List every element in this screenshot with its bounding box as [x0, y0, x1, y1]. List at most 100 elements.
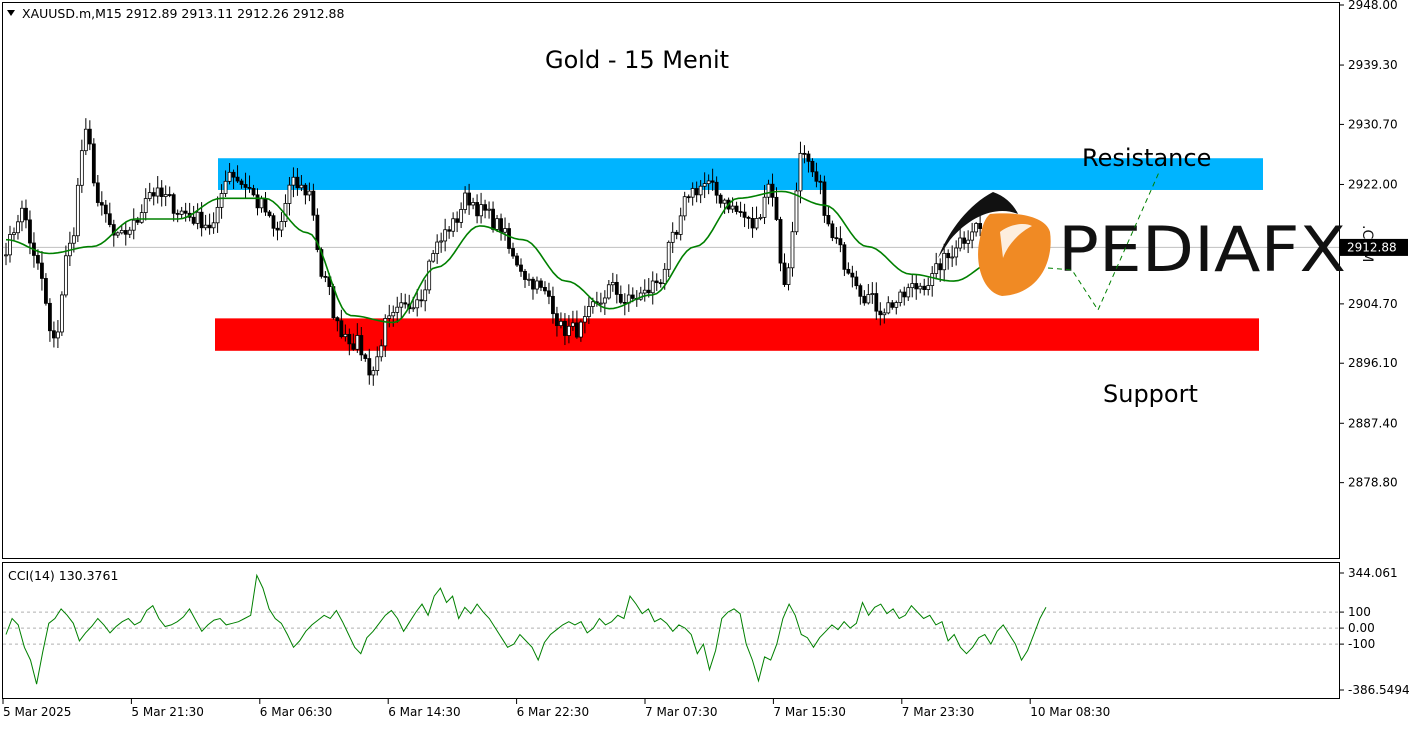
candle-body [930, 273, 935, 286]
candle-body [151, 192, 156, 197]
candle-body [291, 176, 296, 186]
price-tick-label: 2948.00 [1348, 0, 1398, 12]
candle-body [99, 202, 104, 206]
candle-body [590, 301, 595, 307]
candle-body [578, 321, 583, 338]
time-tick-label: 10 Mar 08:30 [1030, 705, 1110, 719]
candle-body [674, 231, 679, 235]
cci-axis: 344.061 100 0.00 -100 -386.5494 [1339, 566, 1410, 697]
candle-body [459, 209, 464, 223]
price-tick-label: 2939.30 [1348, 58, 1398, 72]
candle-body [147, 192, 152, 199]
candle-body [646, 289, 651, 294]
candle-body [107, 213, 112, 225]
candle-body [411, 307, 416, 310]
candle-body [539, 280, 543, 288]
candle-body [842, 244, 847, 270]
candle-body [215, 206, 220, 224]
candle-body [135, 219, 140, 223]
candle-body [199, 211, 204, 229]
candle-body [678, 215, 683, 235]
candle-body [63, 255, 68, 296]
candle-body [906, 287, 911, 298]
candle-body [435, 241, 440, 254]
candle-body [111, 224, 116, 236]
candle-body [686, 196, 691, 199]
candle-body [347, 333, 352, 345]
candle-body [319, 249, 324, 277]
candle-body [786, 267, 791, 285]
candle-body [95, 182, 100, 203]
candle-body [698, 185, 703, 196]
candle-body [355, 335, 360, 350]
candle-body [83, 128, 88, 152]
chart-title: Gold - 15 Menit [545, 46, 729, 74]
candle-body [379, 345, 384, 358]
candle-body [730, 205, 735, 210]
candle-body [179, 210, 184, 215]
candle-body [363, 354, 368, 359]
logo-leaf-shape [978, 213, 1051, 296]
pediafx-logo-icon [938, 192, 1051, 296]
projection-path [1047, 169, 1161, 312]
candle-body [483, 204, 487, 211]
candle-body [567, 325, 571, 336]
candle-body [826, 215, 831, 225]
candle-body [439, 240, 444, 243]
candle-body [423, 289, 428, 302]
candle-body [403, 302, 408, 305]
time-axis: 5 Mar 2025 5 Mar 21:30 6 Mar 06:30 6 Mar 14… [2, 699, 1110, 719]
candle-body [323, 275, 328, 278]
candle-body [143, 198, 148, 213]
candle-body [838, 238, 843, 246]
candle-body [167, 194, 172, 196]
candle-body [223, 180, 228, 194]
candle-body [163, 194, 168, 197]
candle-body [12, 232, 16, 235]
price-tick-label: 2930.70 [1348, 117, 1398, 131]
candle-body [115, 232, 120, 236]
time-tick-label: 5 Mar 2025 [3, 705, 71, 719]
cci-tick-label: -386.5494 [1348, 683, 1410, 697]
candle-body [455, 218, 460, 223]
candle-body [299, 184, 304, 189]
candle-body [754, 218, 759, 229]
candle-body [16, 221, 20, 234]
candle-body [447, 229, 452, 232]
candle-body [894, 302, 899, 308]
cci-line [5, 573, 1047, 685]
collapse-triangle-icon [7, 10, 15, 16]
cci-tick-label: 100 [1348, 605, 1371, 619]
candle-body [774, 196, 779, 220]
candle-body [866, 294, 871, 304]
candle-body [75, 184, 80, 237]
candle-body [710, 180, 715, 183]
candle-body [886, 302, 891, 314]
cci-indicator-panel [2, 562, 1340, 699]
candle-body [463, 192, 468, 210]
candle-body [339, 320, 344, 338]
price-tick-label: 2896.10 [1348, 356, 1398, 370]
candle-body [40, 262, 44, 279]
candle-body [175, 212, 180, 215]
candle-body [746, 216, 751, 219]
price-tick-label: 2887.40 [1348, 416, 1398, 430]
candle-body [858, 285, 863, 297]
candle-body [950, 256, 955, 259]
candle-body [227, 171, 232, 182]
candle-body [515, 255, 519, 266]
candle-body [399, 302, 404, 308]
candle-body [131, 219, 136, 231]
candle-body [471, 202, 475, 206]
candle-body [24, 207, 28, 221]
candle-body [962, 237, 967, 244]
candle-body [662, 268, 667, 284]
candle-body [582, 316, 587, 323]
candle-body [307, 190, 312, 196]
candle-body [543, 286, 547, 292]
main-price-panel [2, 2, 1340, 559]
candle-body [44, 278, 48, 304]
candle-body [20, 207, 24, 223]
